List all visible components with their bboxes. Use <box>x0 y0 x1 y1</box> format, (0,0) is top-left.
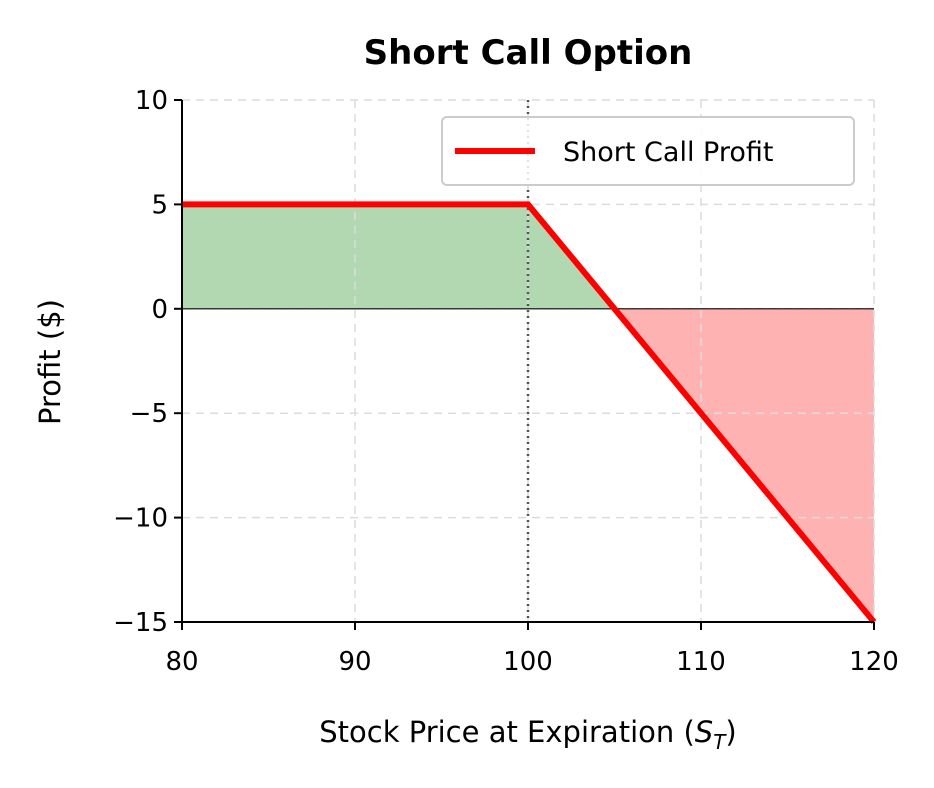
chart-title: Short Call Option <box>364 33 693 73</box>
y-tick-label-0: 0 <box>151 295 168 325</box>
y-tick-label--5: −5 <box>130 399 168 429</box>
x-tick-label-110: 110 <box>676 647 726 677</box>
x-tick-label-100: 100 <box>503 647 553 677</box>
x-tick-label-120: 120 <box>849 647 899 677</box>
y-tick-label--15: −15 <box>113 608 168 638</box>
legend-box <box>441 116 855 186</box>
legend-label-short-call-profit: Short Call Profit <box>563 137 773 168</box>
x-axis-label-close: ) <box>725 715 736 749</box>
y-tick-label--10: −10 <box>113 504 168 534</box>
x-tick-label-90: 90 <box>338 647 371 677</box>
y-ticks: 10 5 0 −5 −10 −15 <box>113 86 182 638</box>
y-axis-label: Profit ($) <box>33 299 67 425</box>
x-axis-label-subscript: T <box>713 730 727 754</box>
x-ticks: 80 90 100 110 120 <box>165 622 899 677</box>
x-axis-label: Stock Price at Expiration (ST) <box>319 715 737 754</box>
x-tick-label-80: 80 <box>165 647 198 677</box>
legend: Short Call Profit <box>441 116 855 186</box>
series-line-short-call-profit <box>182 201 877 624</box>
x-axis-label-symbol: S <box>695 715 713 749</box>
y-tick-label-10: 10 <box>135 86 168 116</box>
y-tick-label-5: 5 <box>151 190 168 220</box>
profit-area <box>182 204 615 309</box>
x-axis-label-main: Stock Price at Expiration ( <box>319 715 695 749</box>
